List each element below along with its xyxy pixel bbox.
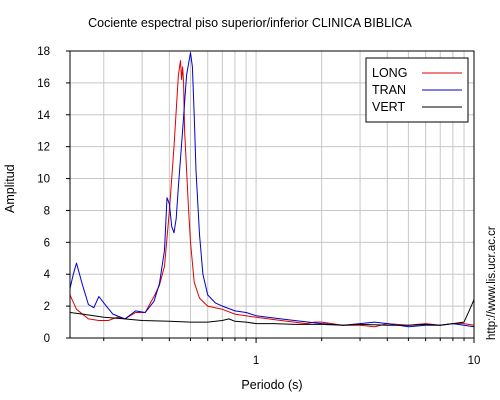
y-tick-label: 18 <box>37 46 50 58</box>
legend-label: TRAN <box>372 83 406 97</box>
y-tick-label: 4 <box>44 269 51 281</box>
axis-layer: 0 2 4 6 8 10 12 14 16 18 1 10 <box>37 46 480 367</box>
y-tick-label: 14 <box>37 110 50 122</box>
legend-label: LONG <box>372 66 407 80</box>
x-tick-label: 1 <box>253 355 259 367</box>
legend: LONG TRAN VERT <box>365 57 469 123</box>
chart-title: Cociente espectral piso superior/inferio… <box>88 16 412 30</box>
series-line-tran <box>69 52 475 328</box>
legend-label: VERT <box>372 100 405 114</box>
y-tick-label: 12 <box>37 142 50 154</box>
plot-frame <box>69 50 475 339</box>
y-tick-label: 0 <box>44 333 50 345</box>
y-axis-label: Amplitud <box>3 164 17 213</box>
side-url-text: http://www.lis.ucr.ac.cr <box>486 226 498 340</box>
y-tick-label: 10 <box>37 174 50 186</box>
series-layer <box>69 52 475 328</box>
series-line-long <box>69 60 475 328</box>
y-tick-label: 6 <box>44 237 50 249</box>
x-tick-label: 10 <box>468 355 481 367</box>
y-tick-label: 16 <box>37 78 50 90</box>
y-tick-label: 2 <box>44 301 50 313</box>
y-tick-label: 8 <box>44 205 50 217</box>
x-axis-label: Periodo (s) <box>241 378 303 392</box>
series-line-vert <box>69 299 475 326</box>
